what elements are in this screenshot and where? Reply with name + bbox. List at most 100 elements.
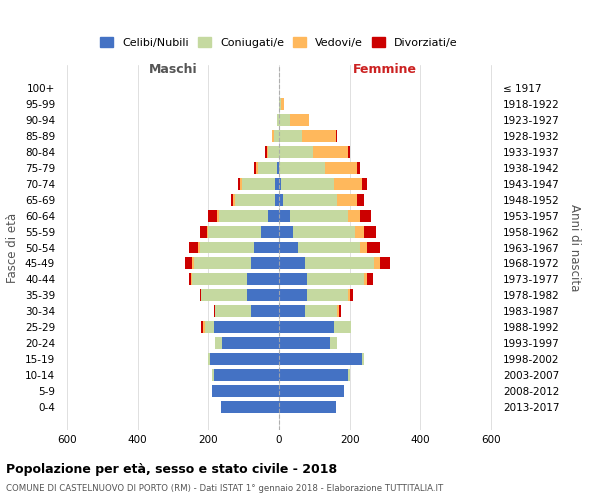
Y-axis label: Anni di nascita: Anni di nascita [568, 204, 581, 291]
Bar [275, 178, 279, 190]
Bar [307, 274, 364, 285]
Bar [362, 178, 367, 190]
Bar [247, 290, 279, 302]
Bar [201, 290, 247, 302]
Bar [279, 226, 293, 237]
Bar [238, 178, 240, 190]
Bar [214, 306, 215, 318]
Bar [380, 258, 390, 270]
Bar [360, 210, 371, 222]
Bar [298, 242, 360, 254]
Bar [337, 306, 339, 318]
Bar [281, 98, 284, 110]
Bar [189, 274, 191, 285]
Bar [279, 274, 307, 285]
Bar [212, 386, 279, 398]
Bar [256, 162, 258, 173]
Bar [251, 306, 279, 318]
Bar [191, 274, 193, 285]
Bar [279, 194, 283, 205]
Bar [205, 322, 214, 334]
Legend: Celibi/Nubili, Coniugati/e, Vedovi/e, Divorziati/e: Celibi/Nubili, Coniugati/e, Vedovi/e, Di… [97, 34, 461, 52]
Bar [279, 290, 307, 302]
Bar [364, 226, 376, 237]
Bar [348, 146, 350, 158]
Bar [242, 178, 275, 190]
Bar [279, 386, 344, 398]
Bar [350, 290, 353, 302]
Bar [305, 306, 337, 318]
Bar [274, 130, 279, 141]
Bar [206, 226, 208, 237]
Bar [185, 258, 193, 270]
Bar [232, 194, 233, 205]
Bar [210, 354, 279, 366]
Bar [305, 258, 374, 270]
Bar [293, 226, 355, 237]
Bar [217, 210, 219, 222]
Bar [279, 354, 362, 366]
Bar [268, 210, 279, 222]
Bar [272, 130, 274, 141]
Bar [258, 162, 277, 173]
Bar [208, 354, 210, 366]
Bar [193, 258, 194, 270]
Bar [223, 338, 279, 349]
Bar [348, 290, 350, 302]
Bar [279, 338, 330, 349]
Bar [268, 146, 279, 158]
Bar [279, 402, 335, 413]
Text: Femmine: Femmine [353, 64, 417, 76]
Bar [251, 258, 279, 270]
Bar [334, 178, 362, 190]
Bar [247, 274, 279, 285]
Bar [200, 290, 201, 302]
Bar [348, 370, 350, 382]
Bar [302, 130, 335, 141]
Bar [235, 194, 275, 205]
Bar [200, 226, 206, 237]
Bar [194, 258, 251, 270]
Bar [208, 210, 217, 222]
Text: COMUNE DI CASTELNUOVO DI PORTO (RM) - Dati ISTAT 1° gennaio 2018 - Elaborazione : COMUNE DI CASTELNUOVO DI PORTO (RM) - Da… [6, 484, 443, 493]
Bar [279, 146, 313, 158]
Bar [313, 146, 348, 158]
Bar [279, 98, 281, 110]
Bar [367, 242, 380, 254]
Text: Popolazione per età, sesso e stato civile - 2018: Popolazione per età, sesso e stato civil… [6, 462, 337, 475]
Bar [262, 226, 279, 237]
Bar [374, 258, 380, 270]
Bar [339, 306, 341, 318]
Bar [221, 402, 279, 413]
Bar [290, 114, 309, 126]
Bar [279, 130, 302, 141]
Bar [334, 322, 352, 334]
Bar [208, 226, 262, 237]
Bar [279, 322, 334, 334]
Bar [279, 162, 325, 173]
Y-axis label: Fasce di età: Fasce di età [7, 212, 19, 282]
Bar [364, 274, 367, 285]
Bar [265, 146, 266, 158]
Bar [279, 306, 305, 318]
Bar [240, 178, 242, 190]
Bar [189, 242, 198, 254]
Bar [279, 242, 298, 254]
Bar [362, 354, 364, 366]
Bar [279, 178, 281, 190]
Bar [330, 338, 337, 349]
Bar [219, 210, 268, 222]
Bar [200, 242, 254, 254]
Bar [215, 306, 251, 318]
Bar [283, 194, 337, 205]
Bar [335, 130, 337, 141]
Bar [277, 114, 279, 126]
Text: Maschi: Maschi [149, 64, 197, 76]
Bar [215, 338, 223, 349]
Bar [337, 194, 357, 205]
Bar [214, 370, 279, 382]
Bar [233, 194, 235, 205]
Bar [367, 274, 373, 285]
Bar [193, 274, 247, 285]
Bar [360, 242, 367, 254]
